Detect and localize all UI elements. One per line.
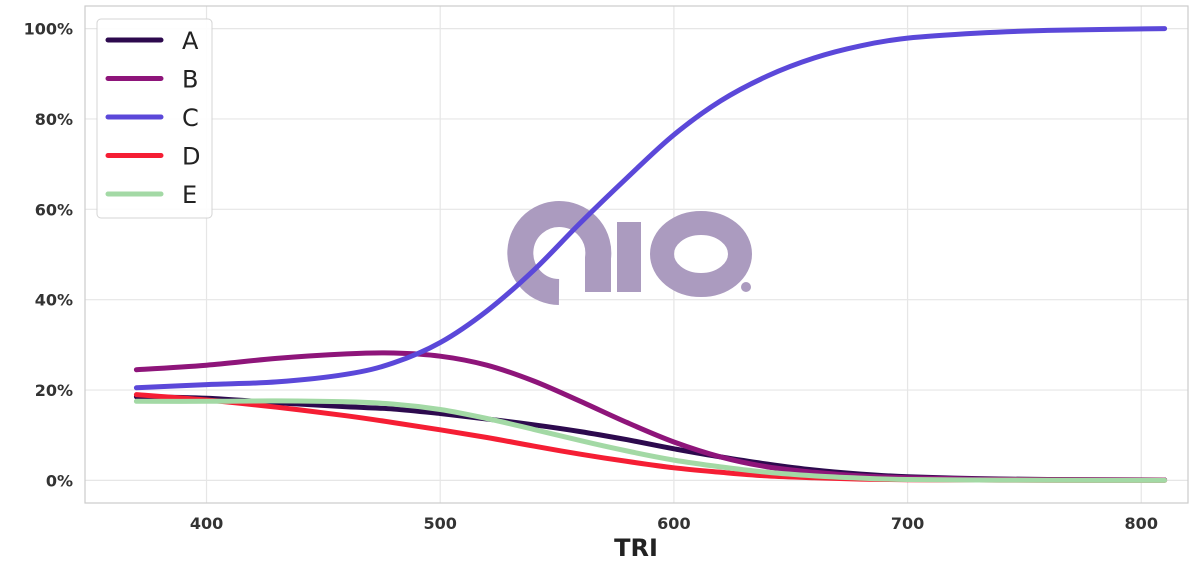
plot-border (84, 5, 1189, 504)
x-tick-label: 500 (424, 514, 457, 533)
y-tick-label: 0% (46, 471, 73, 490)
watermark-letter-i (617, 222, 641, 292)
watermark-letter-o (650, 211, 752, 297)
x-tick-label: 600 (657, 514, 690, 533)
y-tick-label: 80% (35, 110, 73, 129)
legend-label-e: E (182, 181, 197, 209)
series-line-e (133, 398, 1168, 483)
watermark-dot (741, 282, 751, 292)
y-tick-label: 40% (35, 291, 73, 310)
legend-label-b: B (182, 66, 198, 94)
x-tick-label: 700 (891, 514, 924, 533)
y-tick-label: 20% (35, 381, 73, 400)
y-tick-label: 60% (35, 200, 73, 219)
grid (85, 6, 1188, 503)
y-tick-label: 100% (24, 20, 73, 39)
series-line-d (133, 392, 1168, 483)
series-line-b (133, 350, 1168, 483)
watermark-logo (507, 201, 752, 305)
watermark-letter-a (507, 201, 612, 305)
series-line-c (133, 26, 1168, 391)
series-lines (133, 26, 1168, 483)
tick-labels: 400 500 600 700 800 0% 20% 40% 60% 80% 100% (24, 20, 1158, 533)
x-axis-title: TRI (614, 534, 658, 560)
x-tick-label: 800 (1125, 514, 1158, 533)
x-tick-label: 400 (190, 514, 223, 533)
legend-label-c: C (182, 104, 199, 132)
legend-label-d: D (182, 143, 200, 171)
legend-label-a: A (182, 27, 199, 55)
plot-frame (84, 5, 1189, 504)
